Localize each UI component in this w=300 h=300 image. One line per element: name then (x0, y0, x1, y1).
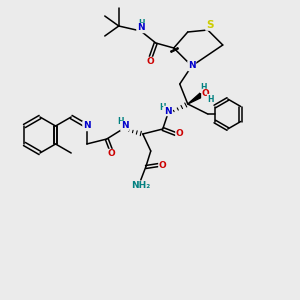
Text: H: H (118, 118, 124, 127)
Text: O: O (176, 130, 184, 139)
Text: O: O (202, 89, 210, 98)
Text: O: O (159, 160, 166, 169)
Polygon shape (188, 92, 204, 104)
Text: H: H (208, 94, 214, 103)
Text: N: N (188, 61, 196, 70)
Text: O: O (147, 58, 154, 67)
Text: H: H (139, 19, 145, 28)
Text: N: N (164, 106, 172, 116)
Text: S: S (206, 20, 214, 30)
Text: N: N (121, 122, 129, 130)
Text: NH₂: NH₂ (131, 182, 150, 190)
Text: H: H (200, 83, 207, 92)
Text: O: O (108, 149, 116, 158)
Text: H: H (160, 103, 166, 112)
Text: N: N (83, 122, 91, 130)
Text: N: N (137, 23, 145, 32)
